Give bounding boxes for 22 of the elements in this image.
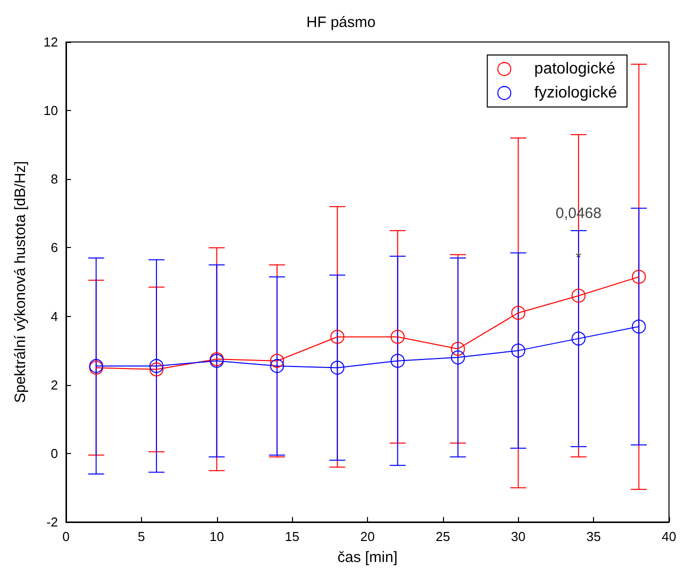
y-tick-label: -2: [46, 514, 58, 530]
y-tick-label: 4: [50, 308, 58, 324]
x-tick-label: 0: [62, 529, 70, 544]
y-axis-title: Spektrální výkonová hustota [dB/Hz]: [12, 161, 29, 403]
y-tick-label: 6: [50, 240, 58, 256]
y-tick-label: 0: [50, 446, 58, 461]
x-tick-label: 30: [511, 529, 526, 544]
y-tick-label: 12: [44, 34, 58, 50]
x-axis-title: čas [min]: [337, 549, 398, 566]
x-tick-label: 40: [662, 529, 676, 544]
y-tick-label: 2: [50, 377, 58, 392]
y-tick-label: 10: [44, 103, 58, 118]
x-tick-label: 5: [138, 529, 145, 544]
legend-label: fyziologické: [534, 84, 618, 102]
x-tick-label: 15: [284, 529, 300, 544]
x-tick-label: 25: [436, 529, 450, 544]
y-tick-label: 8: [50, 172, 58, 187]
x-tick-label: 20: [360, 529, 375, 544]
legend-label: patologické: [534, 60, 616, 78]
x-tick-label: 10: [210, 529, 224, 544]
x-tick-label: 35: [586, 529, 601, 544]
chart-title: HF pásmo: [306, 14, 376, 31]
